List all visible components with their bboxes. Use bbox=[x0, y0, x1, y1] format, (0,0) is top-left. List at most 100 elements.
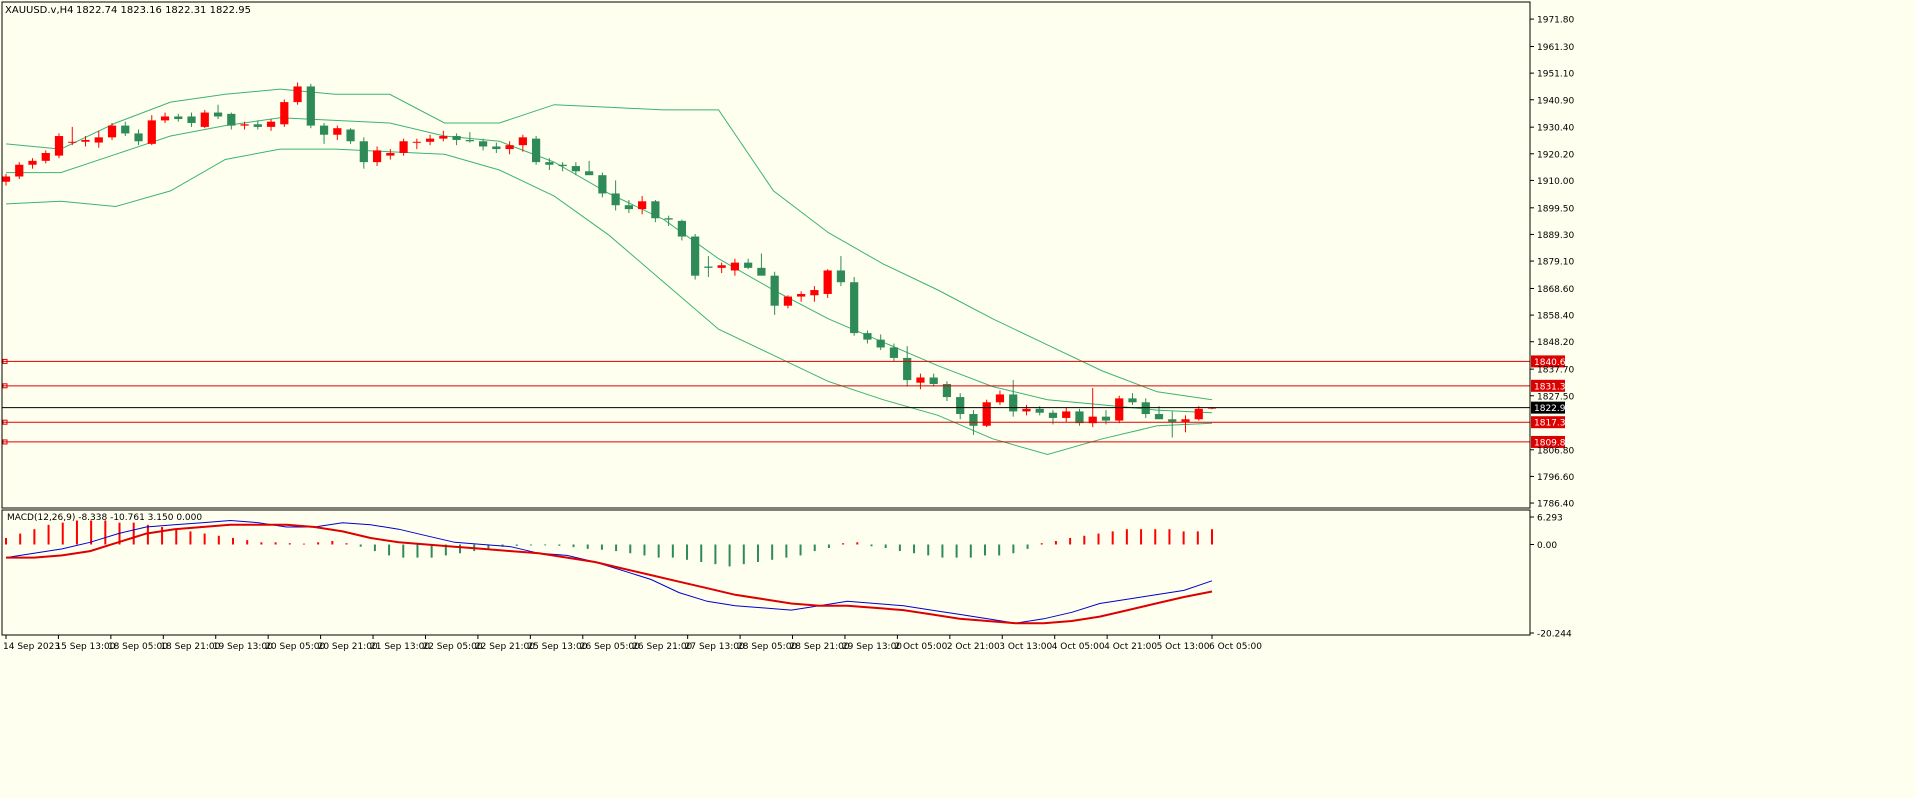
candle-body bbox=[478, 141, 488, 147]
level-label-box bbox=[1531, 416, 1565, 429]
x-tick-label: 3 Oct 13:00 bbox=[999, 642, 1052, 652]
macd-tick-label: 0.00 bbox=[1537, 541, 1557, 551]
candle-body bbox=[333, 128, 342, 135]
price-tick-label: 1940.90 bbox=[1537, 96, 1574, 106]
candle-body bbox=[386, 153, 395, 156]
price-tick-label: 1868.60 bbox=[1537, 285, 1574, 295]
level-handle bbox=[2, 383, 8, 389]
price-panel-frame bbox=[1, 1, 1531, 509]
macd-tick-label: 6.293 bbox=[1537, 514, 1563, 524]
level-handle bbox=[2, 419, 8, 425]
x-tick-label: 2 Oct 21:00 bbox=[947, 642, 1000, 652]
level-label: 1809.81 bbox=[1534, 438, 1571, 448]
candle-body bbox=[1128, 398, 1137, 403]
level-label-box bbox=[1531, 435, 1565, 448]
candle-body bbox=[863, 333, 872, 340]
level-handle bbox=[2, 439, 8, 445]
candle-body bbox=[545, 162, 554, 165]
price-tick-label: 1951.10 bbox=[1537, 70, 1574, 80]
candle-body bbox=[638, 201, 647, 210]
candle-body bbox=[1115, 398, 1124, 421]
x-tick-label: 18 Sep 05:00 bbox=[108, 642, 168, 652]
candle-body bbox=[1009, 394, 1018, 412]
macd-panel-frame bbox=[1, 509, 1531, 636]
macd-tick-label: -20.244 bbox=[1537, 630, 1572, 640]
candle-body bbox=[81, 139, 90, 142]
price-tick-label: 1879.10 bbox=[1537, 258, 1574, 268]
candle-body bbox=[412, 141, 421, 143]
candle-body bbox=[1048, 412, 1058, 418]
candle-body bbox=[28, 160, 37, 165]
price-panel[interactable]: 1840.66 1831.31 1817.37 1809.81 1822.95 1971.… bbox=[1, 16, 1575, 510]
x-tick-label: 6 Oct 05:00 bbox=[1209, 642, 1262, 652]
candle-body bbox=[200, 112, 209, 127]
candle-body bbox=[107, 125, 117, 138]
bollinger-lower-band bbox=[5, 148, 1213, 456]
candle-body bbox=[783, 296, 793, 306]
price-tick-label: 1920.20 bbox=[1537, 150, 1574, 160]
level-label: 1840.66 bbox=[1534, 358, 1571, 368]
price-tick-label: 1858.40 bbox=[1537, 312, 1574, 322]
candle-body bbox=[744, 262, 753, 268]
level-handle bbox=[2, 358, 8, 364]
ohlc-readout: 1822.74 1823.16 1822.31 1822.95 bbox=[76, 5, 251, 16]
x-tick-label: 4 Oct 05:00 bbox=[1052, 642, 1105, 652]
candle-body bbox=[704, 266, 713, 268]
candle-body bbox=[730, 262, 740, 271]
x-tick-label: 29 Sep 13:00 bbox=[842, 642, 902, 652]
candle-body bbox=[306, 86, 315, 126]
candle-body bbox=[319, 125, 329, 135]
candle-body bbox=[121, 125, 130, 134]
candle-body bbox=[94, 137, 103, 143]
candle-body bbox=[624, 205, 633, 210]
candle-body bbox=[68, 141, 77, 143]
candle-body bbox=[916, 377, 925, 383]
price-tick-label: 1806.80 bbox=[1537, 446, 1574, 456]
macd-panel[interactable]: 6.293 0.00 -20.244 bbox=[5, 514, 1572, 640]
price-tick-label: 1971.80 bbox=[1537, 16, 1574, 26]
candle-body bbox=[425, 138, 435, 142]
x-tick-label: 26 Sep 21:00 bbox=[632, 642, 692, 652]
candle-body bbox=[717, 265, 726, 268]
candle-body bbox=[956, 397, 965, 415]
x-tick-label: 2 Oct 05:00 bbox=[894, 642, 947, 652]
candle-body bbox=[1, 176, 11, 182]
candle-body bbox=[227, 113, 236, 126]
candle-body bbox=[240, 124, 249, 126]
bollinger-upper-band bbox=[5, 88, 1213, 401]
candle-body bbox=[1154, 414, 1164, 420]
candle-body bbox=[54, 136, 64, 156]
candle-body bbox=[465, 139, 474, 142]
candle-body bbox=[439, 136, 448, 139]
candle-body bbox=[160, 116, 170, 121]
price-chart-title: XAUUSD.v,H4 bbox=[5, 5, 74, 16]
candle-body bbox=[836, 270, 846, 283]
price-tick-label: 1796.60 bbox=[1537, 473, 1574, 483]
x-tick-label: 22 Sep 05:00 bbox=[422, 642, 482, 652]
candle-body bbox=[598, 175, 607, 194]
candle-body bbox=[651, 201, 660, 219]
candle-body bbox=[889, 347, 899, 358]
candle-body bbox=[346, 129, 355, 142]
macd-title: MACD(12,26,9) -8.338 -10.761 3.150 0.000 bbox=[7, 513, 202, 523]
candle-body bbox=[187, 116, 196, 123]
candle-body bbox=[505, 145, 514, 150]
candle-body bbox=[585, 171, 594, 176]
price-tick-label: 1889.30 bbox=[1537, 231, 1574, 241]
macd-signal-line bbox=[6, 523, 1213, 625]
candle-body bbox=[823, 270, 832, 294]
candle-body bbox=[558, 164, 567, 167]
x-tick-label: 14 Sep 2023 bbox=[3, 642, 60, 652]
candle-body bbox=[1022, 408, 1031, 412]
x-tick-label: 20 Sep 05:00 bbox=[265, 642, 325, 652]
candle-body bbox=[664, 218, 673, 220]
level-label-box bbox=[1531, 355, 1565, 368]
candle-body bbox=[995, 394, 1005, 403]
x-tick-label: 15 Sep 13:00 bbox=[55, 642, 115, 652]
x-tick-label: 5 Oct 13:00 bbox=[1157, 642, 1210, 652]
candle-body bbox=[982, 402, 991, 426]
candle-body bbox=[452, 136, 461, 140]
candle-body bbox=[518, 137, 527, 146]
